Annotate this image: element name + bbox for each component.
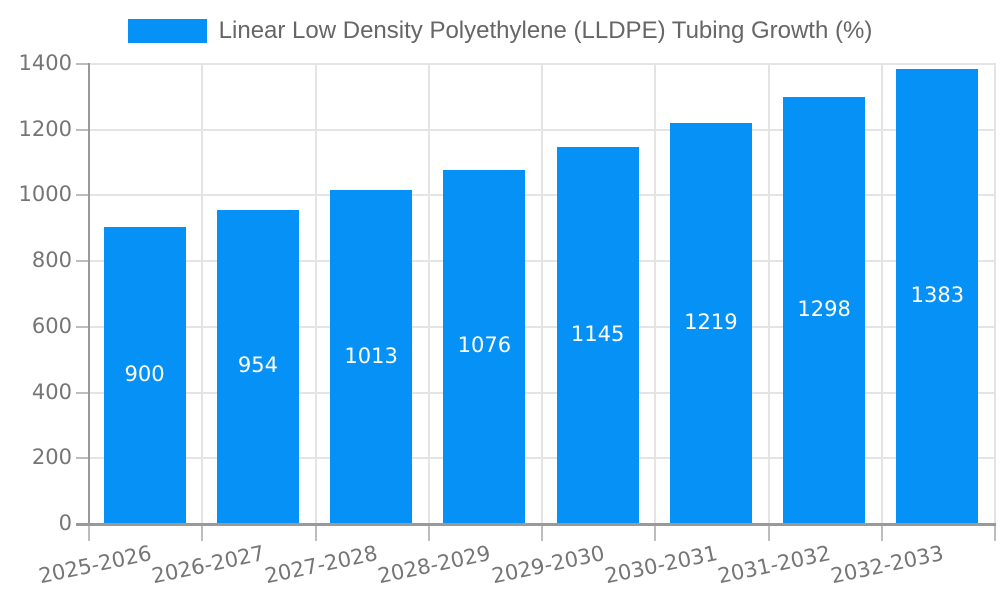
x-tick <box>314 523 317 541</box>
bar[interactable] <box>103 227 186 523</box>
bar[interactable] <box>330 190 413 523</box>
bar[interactable] <box>556 146 639 523</box>
y-tick <box>76 194 88 197</box>
y-tick <box>76 260 88 263</box>
bar[interactable] <box>896 68 979 523</box>
x-tick <box>88 523 90 541</box>
x-tick <box>427 523 430 541</box>
y-tick-label: 200 <box>31 445 72 470</box>
gridline-v <box>994 63 996 523</box>
x-tick <box>541 523 543 541</box>
gridline-v <box>314 63 317 523</box>
y-tick <box>76 128 88 131</box>
gridline-v <box>427 63 430 523</box>
bar-value-label: 1383 <box>910 282 965 307</box>
x-tick <box>201 523 204 541</box>
gridline-v <box>541 63 543 523</box>
x-axis-line <box>76 523 996 526</box>
bar[interactable] <box>443 169 526 523</box>
y-tick-label: 0 <box>58 511 72 535</box>
bar-value-label: 1145 <box>570 321 625 346</box>
gridline-v <box>880 63 883 523</box>
y-tick-label: 800 <box>31 248 72 273</box>
bar[interactable] <box>669 122 752 523</box>
bar-value-label: 1076 <box>457 333 512 358</box>
x-tick <box>767 523 770 541</box>
legend[interactable]: Linear Low Density Polyethylene (LLDPE) … <box>0 17 1000 45</box>
y-tick <box>76 325 88 328</box>
bar[interactable] <box>216 209 299 523</box>
bar-value-label: 954 <box>237 353 278 378</box>
bar-value-label: 1219 <box>684 309 738 334</box>
gridline-v <box>767 63 770 523</box>
y-tick-label: 1000 <box>18 182 72 207</box>
y-tick-label: 1400 <box>18 51 72 75</box>
y-tick <box>76 63 88 65</box>
bar-value-label: 900 <box>124 362 165 387</box>
x-tick <box>994 523 996 541</box>
gridline-v <box>201 63 204 523</box>
legend-swatch <box>127 19 207 43</box>
x-tick <box>654 523 657 541</box>
gridline-v <box>654 63 657 523</box>
y-tick-label: 400 <box>31 379 72 404</box>
y-axis-line <box>88 63 90 523</box>
legend-label: Linear Low Density Polyethylene (LLDPE) … <box>218 17 873 44</box>
bar[interactable] <box>783 96 866 523</box>
y-tick-label: 1200 <box>18 116 72 141</box>
y-tick <box>76 457 88 460</box>
y-tick <box>76 391 88 394</box>
bar-value-label: 1013 <box>344 343 398 368</box>
bar-value-label: 1298 <box>797 296 851 321</box>
y-tick-label: 600 <box>31 313 72 338</box>
x-tick <box>880 523 883 541</box>
